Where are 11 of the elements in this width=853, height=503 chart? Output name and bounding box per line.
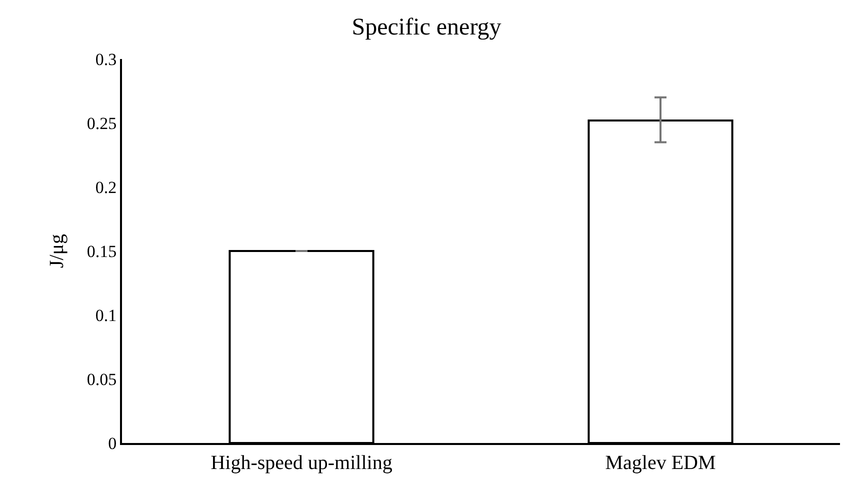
y-tick-label: 0.15: [86, 242, 117, 261]
chart-title: Specific energy: [352, 14, 502, 40]
y-tick-label: 0: [108, 434, 117, 453]
y-tick-label: 0.1: [95, 306, 117, 325]
x-tick-label: Maglev EDM: [605, 452, 716, 474]
y-tick-label: 0.3: [95, 50, 117, 69]
x-tick-label: High-speed up-milling: [210, 452, 392, 474]
y-tick-label: 0.25: [86, 114, 117, 133]
y-axis-title: J/μg: [46, 234, 68, 268]
y-tick-label: 0.05: [86, 370, 117, 389]
y-tick-label: 0.2: [95, 178, 117, 197]
